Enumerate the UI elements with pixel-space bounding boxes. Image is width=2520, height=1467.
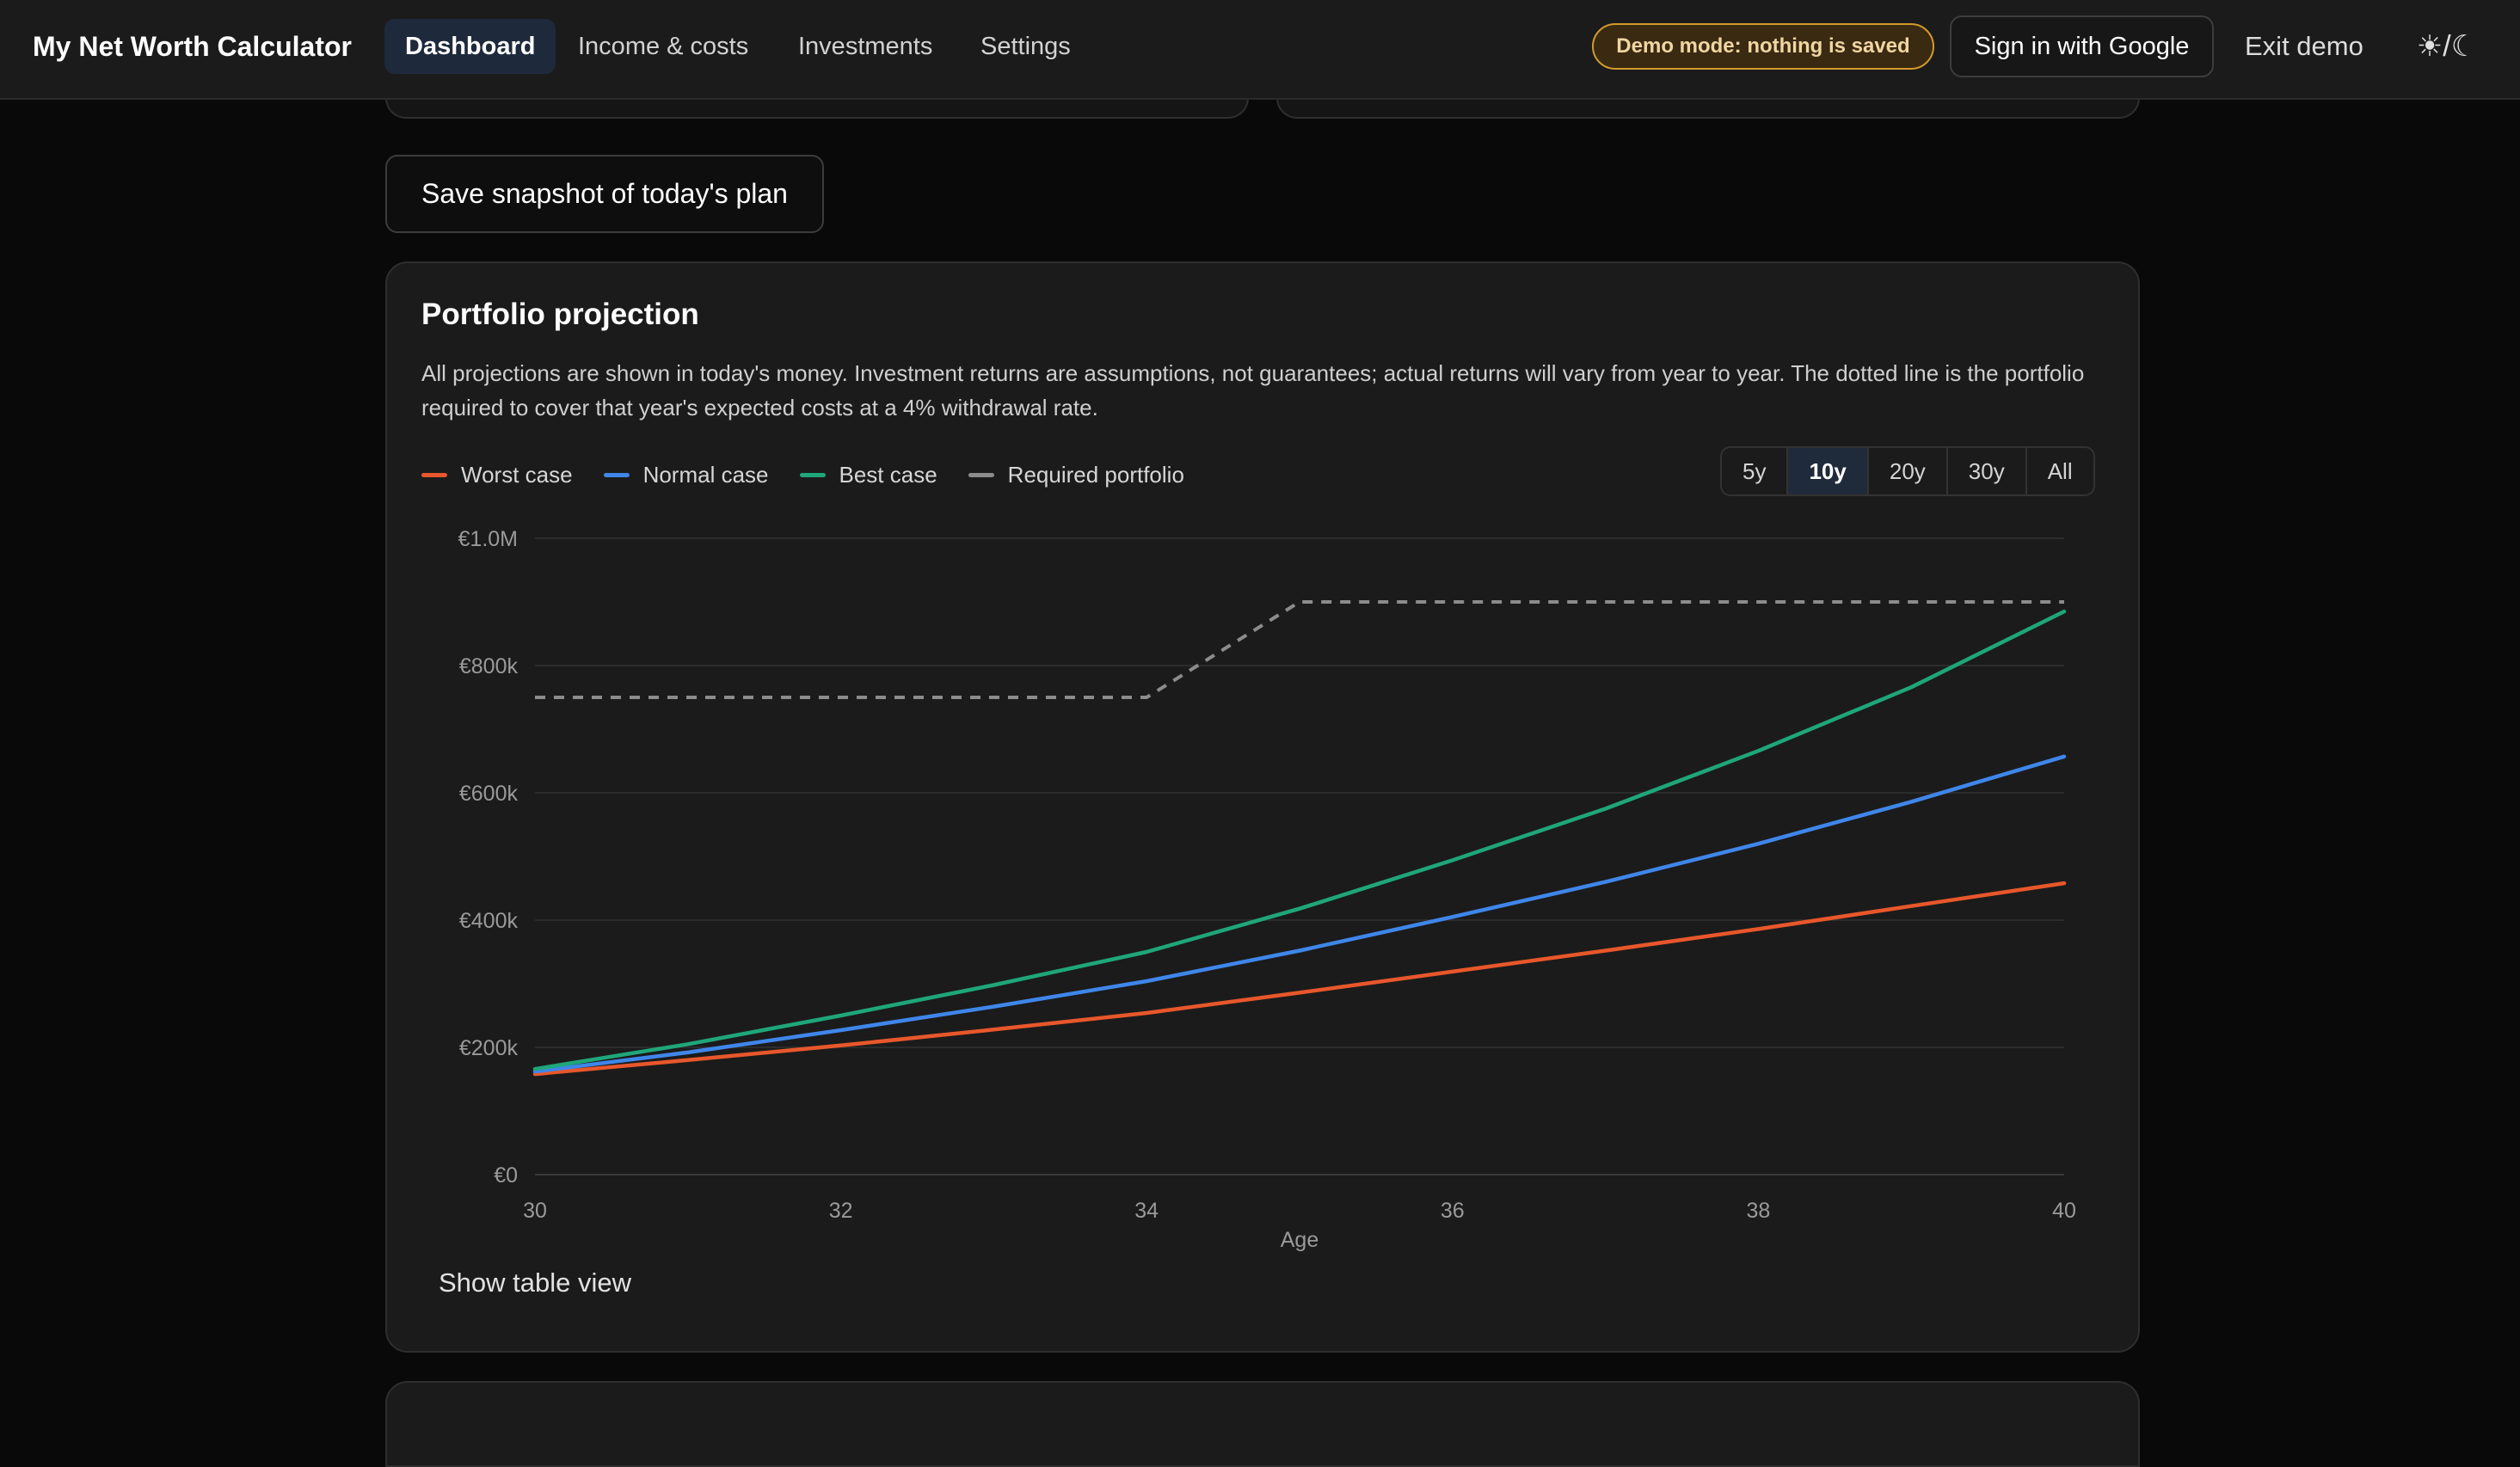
legend-label-required: Required portfolio (1007, 461, 1184, 488)
nav-settings[interactable]: Settings (980, 33, 1071, 60)
range-30y-button[interactable]: 30y (1947, 448, 2027, 494)
legend-swatch-normal (603, 472, 630, 477)
save-snapshot-button[interactable]: Save snapshot of today's plan (385, 155, 824, 233)
y-tick-label: €1.0M (458, 527, 518, 551)
portfolio-projection-card: Portfolio projection All projections are… (385, 261, 2140, 1353)
theme-toggle-icon[interactable]: ☀/☾ (2416, 30, 2478, 63)
show-table-view-button[interactable]: Show table view (439, 1268, 632, 1298)
legend-label-normal: Normal case (642, 461, 769, 488)
portfolio-projection-chart[interactable]: €0 €200k €400k €600k €800k €1.0M 30 32 34 36 38 40 A… (387, 263, 2138, 1295)
x-tick-label: 34 (1134, 1199, 1159, 1223)
legend-label-best: Best case (839, 461, 937, 488)
nav-dashboard[interactable]: Dashboard (384, 19, 556, 74)
y-tick-label: €200k (459, 1036, 519, 1060)
y-tick-label: €600k (459, 782, 519, 806)
next-card (385, 1381, 2140, 1467)
legend-item-normal[interactable]: Normal case (603, 461, 769, 488)
range-20y-button[interactable]: 20y (1868, 448, 1948, 494)
legend-swatch-required (968, 472, 994, 477)
range-all-button[interactable]: All (2026, 448, 2093, 494)
x-tick-label: 38 (1746, 1199, 1770, 1223)
legend-item-best[interactable]: Best case (799, 461, 937, 488)
top-navigation-bar: My Net Worth Calculator Dashboard Income… (0, 0, 2520, 100)
range-selector: 5y 10y 20y 30y All (1720, 446, 2095, 496)
x-tick-label: 32 (829, 1199, 853, 1223)
x-tick-label: 40 (2052, 1199, 2076, 1223)
x-tick-label: 36 (1441, 1199, 1465, 1223)
app-title: My Net Worth Calculator (33, 31, 352, 62)
x-axis-label: Age (1281, 1228, 1318, 1252)
nav-investments[interactable]: Investments (798, 33, 933, 60)
x-tick-label: 30 (523, 1199, 547, 1223)
series-line-normal (532, 754, 2067, 1074)
legend-swatch-best (799, 472, 826, 477)
y-tick-label: €0 (494, 1163, 518, 1188)
series-line-worst (532, 881, 2067, 1077)
card-title: Portfolio projection (421, 298, 699, 331)
card-description: All projections are shown in today's mon… (421, 360, 2085, 420)
exit-demo-button[interactable]: Exit demo (2245, 31, 2363, 61)
legend-item-required[interactable]: Required portfolio (968, 462, 1184, 488)
legend-item-worst[interactable]: Worst case (421, 462, 573, 488)
legend-swatch-worst (421, 472, 447, 477)
nav-income-costs[interactable]: Income & costs (578, 33, 749, 60)
sign-in-google-button[interactable]: Sign in with Google (1950, 15, 2214, 77)
legend-label-worst: Worst case (461, 461, 573, 488)
series-line-required (535, 600, 2064, 699)
series-line-best (532, 609, 2067, 1071)
y-tick-label: €400k (459, 909, 519, 933)
range-5y-button[interactable]: 5y (1722, 448, 1789, 494)
chart-legend: Worst case Normal case Best case Require… (421, 457, 1215, 492)
demo-mode-badge: Demo mode: nothing is saved (1592, 23, 1934, 70)
range-10y-button[interactable]: 10y (1788, 448, 1869, 494)
y-tick-label: €800k (459, 654, 519, 678)
